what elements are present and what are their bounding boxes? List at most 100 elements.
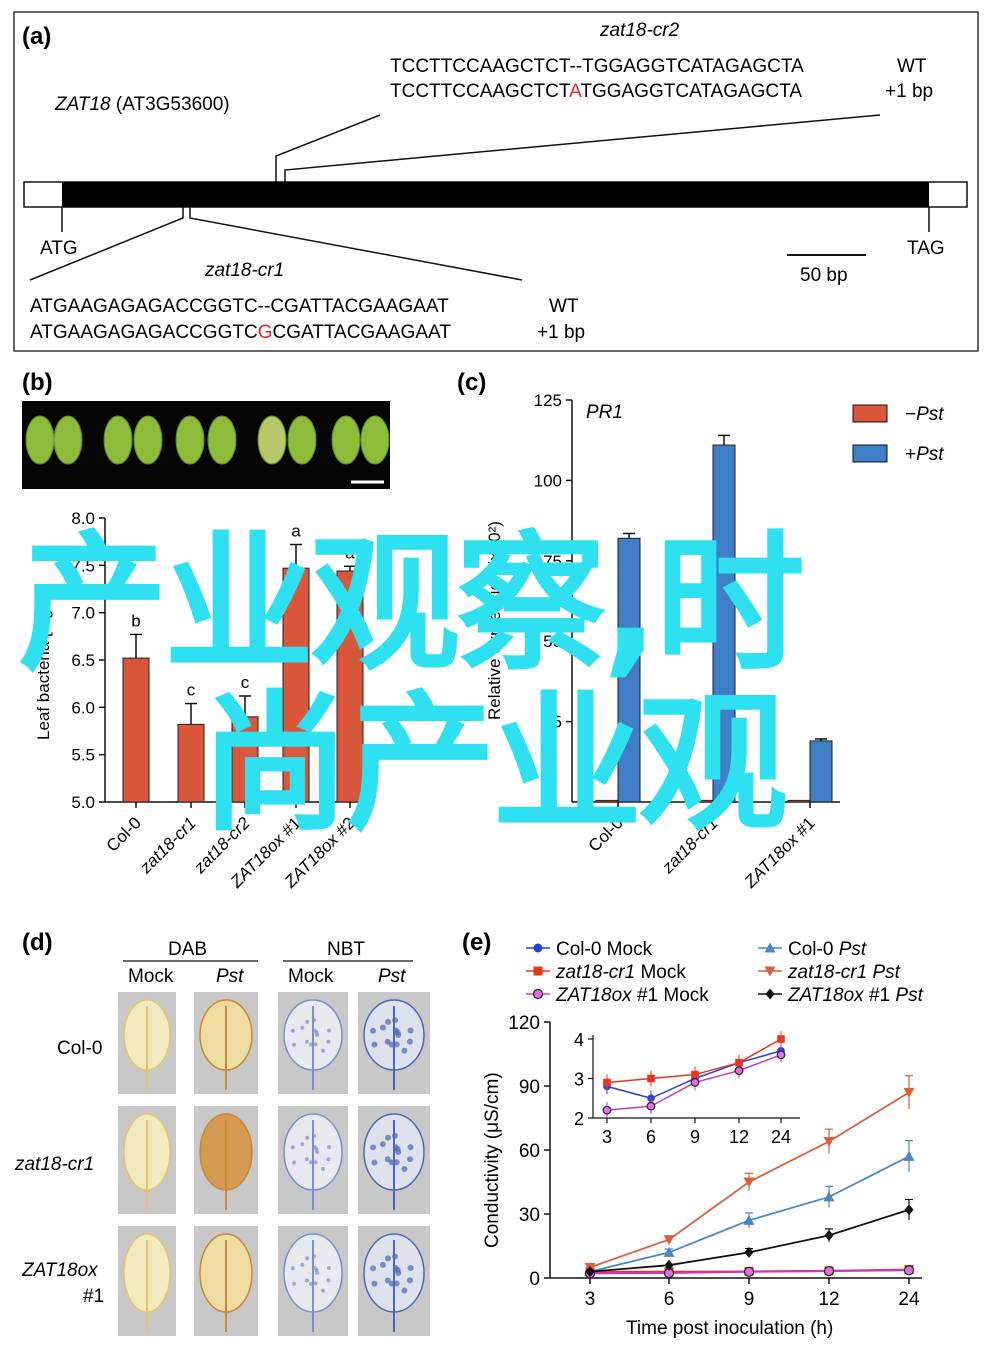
nbt-stain-spot <box>392 1253 399 1260</box>
marker-triangle-up <box>823 1191 835 1202</box>
chart-b-y-tick-label: 6.5 <box>71 651 95 670</box>
marker-circle-open <box>532 988 544 1000</box>
chart-b-y-tick-label: 8.0 <box>71 509 95 528</box>
cr1-zoom-line-left <box>29 207 184 281</box>
chart-c: PR1 Relative expression (×10²) −Pst +Pst… <box>485 391 944 892</box>
legend-e-label: ZAT18ox #1 Pst <box>787 985 924 1006</box>
legend-e-label: Col-0 Mock <box>556 939 653 960</box>
group-nbt: NBT <box>327 939 365 960</box>
nbt-stain-spot <box>292 1042 297 1047</box>
chart-c-ylabel: Relative expression (×10²) <box>485 521 504 720</box>
row-label-zat18-cr1: zat18-cr1 <box>14 1154 94 1175</box>
chart-b-significance-letter: b <box>131 611 140 630</box>
chart-e-y-tick-label: 90 <box>519 1077 540 1098</box>
seedling-leaf <box>287 415 317 465</box>
inset-y-tick-label: 3 <box>574 1070 584 1090</box>
nbt-stain-spot <box>304 1039 309 1044</box>
legend-e-label: ZAT18ox #1 Mock <box>555 985 709 1006</box>
chart-e-y-tick-label: 0 <box>529 1269 540 1290</box>
nbt-stain-spot <box>379 1024 386 1031</box>
marker-triangle-down <box>823 1136 835 1147</box>
cr2-zoom-line-left <box>275 114 381 182</box>
stop-codon-label: TAG <box>907 238 945 259</box>
nbt-stain-spot <box>312 1133 317 1138</box>
cr1-label-mut: +1 bp <box>537 322 585 343</box>
nbt-stain-spot <box>388 1159 395 1166</box>
nbt-stain-spot <box>312 1265 317 1270</box>
nbt-stain-spot <box>305 1135 310 1140</box>
cr1-zoom-line-right <box>189 207 523 281</box>
chart-e-y-tick-label: 60 <box>519 1141 540 1162</box>
nbt-stain-spot <box>393 1280 400 1287</box>
scale-bar-label: 50 bp <box>800 265 848 286</box>
nbt-stain-spot <box>407 1277 414 1284</box>
chart-e-xlabel: Time post inoculation (h) <box>626 1318 833 1339</box>
marker-circle-open <box>743 1266 755 1277</box>
legend-c-label-plus: +Pst <box>905 444 944 465</box>
nbt-stain-spot <box>371 1041 378 1048</box>
nbt-stain-spot <box>300 1142 305 1147</box>
inset-y-tick-label: 2 <box>574 1109 584 1129</box>
chart-e-x-tick-label: 6 <box>664 1289 675 1310</box>
nbt-stain-spot <box>327 1145 332 1150</box>
marker-triangle-up <box>764 942 776 953</box>
chart-b-significance-letter: c <box>187 681 196 700</box>
inset-x-tick-label: 12 <box>729 1127 749 1147</box>
nbt-stain-spot <box>370 1144 377 1151</box>
nbt-stain-spot <box>300 1262 305 1267</box>
nbt-stain-spot <box>321 1288 326 1293</box>
chart-c-y-tick-label: 100 <box>534 471 562 490</box>
nbt-stain-spot <box>393 1041 400 1048</box>
legend-e: Col-0 Mock Col-0 Pst zat18-cr1 Mock zat18-c… <box>526 939 924 1006</box>
seedling-leaf <box>103 415 133 465</box>
chart-b-x-tick-label: zat18-cr1 <box>136 813 200 877</box>
chart-e-y-tick-label: 30 <box>519 1205 540 1226</box>
nbt-stain-spot <box>401 1166 408 1173</box>
nbt-stain-spot <box>392 1027 399 1034</box>
nbt-stain-spot <box>312 1145 317 1150</box>
seedling-leaf <box>133 415 163 465</box>
panel-a-label: (a) <box>22 23 51 50</box>
nbt-stain-spot <box>305 1019 310 1024</box>
marker-square <box>647 1074 655 1083</box>
nbt-stain-spot <box>407 1264 414 1271</box>
chart-b-x-tick-label: Col-0 <box>103 813 145 855</box>
col-header-dab-mock: Mock <box>128 966 174 987</box>
inset-x-tick-label: 6 <box>646 1127 656 1147</box>
cr2-title: zat18-cr2 <box>599 20 680 41</box>
chart-b-significance-letter: a <box>345 543 355 562</box>
nbt-stain-spot <box>326 1039 331 1044</box>
cr1-seq-mut: ATGAAGAGAGACCGGTCGCGATTACGAAGAAT <box>30 322 451 343</box>
nbt-stain-spot <box>401 1287 408 1294</box>
marker-triangle-down <box>743 1177 755 1188</box>
cr2-seq-wt: TCCTTCCAAGCTCT--TGGAGGTCATAGAGCTA <box>390 56 804 77</box>
chart-e-x-tick-label: 24 <box>898 1289 920 1310</box>
panel-a-frame <box>13 11 979 352</box>
col-header-dab-pst: Pst <box>216 966 244 987</box>
chart-c-y-tick-label: 125 <box>534 391 562 410</box>
legend-c-swatch-plus <box>852 444 888 463</box>
nbt-stain-spot <box>312 1254 317 1259</box>
nbt-stain-spot <box>385 1134 392 1141</box>
marker-circle-open <box>903 1265 915 1276</box>
chart-e-y-tick-label: 120 <box>508 1013 540 1034</box>
nbt-stain-spot <box>388 1280 395 1287</box>
marker-circle-open <box>602 1105 612 1115</box>
nbt-stain-spot <box>326 1157 331 1162</box>
gene-locus: (AT3G53600) <box>111 94 230 115</box>
nbt-stain-spot <box>292 1281 297 1286</box>
nbt-stain-spot <box>393 1159 400 1166</box>
nbt-stain-spot <box>401 1047 408 1054</box>
chart-e: Conductivity (μS/cm) Time post inoculati… <box>482 1013 922 1339</box>
legend-c-label-minus: −Pst <box>905 404 944 425</box>
legend-c-swatch-minus <box>852 404 888 423</box>
seedling-leaf <box>360 415 390 465</box>
marker-square <box>777 1035 785 1043</box>
nbt-stain-spot <box>321 1048 326 1053</box>
nbt-stain-spot <box>392 1144 399 1151</box>
nbt-stain-spot <box>327 1265 332 1270</box>
chart-b-ylabel: Leaf bacteria [log <box>34 610 53 740</box>
start-codon-label: ATG <box>40 238 78 259</box>
nbt-stain-spot <box>407 1038 414 1045</box>
chart-b-y-tick-label: 5.5 <box>71 746 95 765</box>
